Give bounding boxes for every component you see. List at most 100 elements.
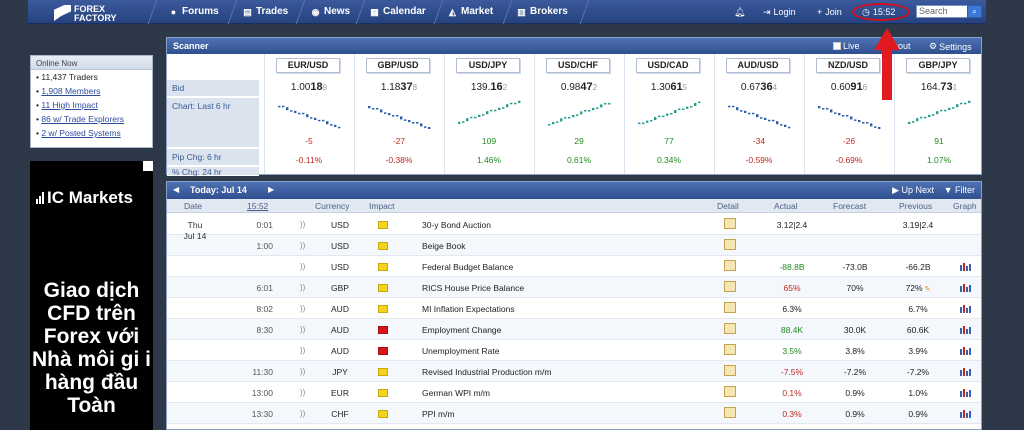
impact-icon[interactable] <box>378 347 388 355</box>
graph-icon[interactable] <box>960 366 972 376</box>
sound-icon[interactable]: )) <box>300 367 306 376</box>
nav-trades[interactable]: ▤ Trades <box>243 6 289 17</box>
pair-name[interactable]: USD/JPY <box>456 58 520 73</box>
search-input[interactable]: Search <box>916 5 982 18</box>
pair-name[interactable]: AUD/USD <box>726 58 790 73</box>
scanner-pair[interactable]: GBP/JPY 164.731 91 1.07% <box>894 54 982 174</box>
nav-news[interactable]: ◉ News <box>311 6 351 17</box>
table-row[interactable]: 13:00)) EUR German WPI m/m 0.1% 0.9% 1.0% <box>167 382 981 403</box>
event-title[interactable]: Revised Industrial Production m/m <box>422 367 552 377</box>
nav-forums[interactable]: ● Forums <box>168 0 219 24</box>
detail-icon[interactable] <box>724 218 736 229</box>
next-day-button[interactable]: ▶ <box>268 185 275 194</box>
detail-icon[interactable] <box>724 323 736 334</box>
graph-icon[interactable] <box>960 345 972 355</box>
sound-icon[interactable]: )) <box>300 220 306 229</box>
online-item[interactable]: • 1,908 Members <box>36 86 101 96</box>
pair-name[interactable]: NZD/USD <box>816 58 880 73</box>
graph-icon[interactable] <box>960 408 972 418</box>
scanner-pair[interactable]: GBP/USD 1.18378 -27 -0.38% <box>354 54 442 174</box>
event-title[interactable]: German WPI m/m <box>422 388 491 398</box>
detail-icon[interactable] <box>724 344 736 355</box>
search-button[interactable]: ⌕ <box>967 5 982 18</box>
event-title[interactable]: 30-y Bond Auction <box>422 220 491 230</box>
login-link[interactable]: ⇥ Login <box>763 0 796 24</box>
col-time[interactable]: 15:52 <box>247 201 269 211</box>
table-row[interactable]: 6:01)) GBP RICS House Price Balance 65% 70% 7… <box>167 277 981 298</box>
checkbox-icon[interactable] <box>833 42 841 50</box>
graph-icon[interactable] <box>960 261 972 271</box>
nav-market[interactable]: ◭ Market <box>447 0 493 24</box>
event-title[interactable]: Employment Change <box>422 325 502 335</box>
table-row[interactable]: 8:30)) AUD Employment Change 88.4K 30.0K 60.6… <box>167 319 981 340</box>
sound-icon[interactable]: )) <box>300 283 306 292</box>
live-toggle[interactable]: Live <box>833 41 860 51</box>
sound-icon[interactable]: )) <box>300 409 306 418</box>
graph-icon[interactable] <box>960 282 972 292</box>
up-next-button[interactable]: ▶ Up Next <box>892 185 934 195</box>
advertisement[interactable]: IC Markets Giao dịch CFD trên Forex với … <box>30 161 153 430</box>
detail-icon[interactable] <box>724 302 736 313</box>
table-row[interactable]: 8:02)) AUD MI Inflation Expectations 6.3% 6.… <box>167 298 981 319</box>
impact-icon[interactable] <box>378 368 388 376</box>
pair-name[interactable]: GBP/USD <box>366 58 430 73</box>
table-row[interactable]: 1:00)) USD Beige Book <box>167 235 981 256</box>
impact-icon[interactable] <box>378 326 388 334</box>
event-title[interactable]: RICS House Price Balance <box>422 283 525 293</box>
detail-icon[interactable] <box>724 386 736 397</box>
scanner-pair[interactable]: USD/JPY 139.162 109 1.46% <box>444 54 532 174</box>
table-row[interactable]: 0:01)) USD 30-y Bond Auction 3.12|2.4 3.19|2… <box>167 214 981 235</box>
impact-icon[interactable] <box>378 263 388 271</box>
settings-link[interactable]: ⚙ Settings <box>929 41 972 52</box>
table-row[interactable]: )) AUD Unemployment Rate 3.5% 3.8% 3.9% <box>167 340 981 361</box>
graph-icon[interactable] <box>960 387 972 397</box>
nav-brokers[interactable]: ▥ Brokers <box>517 6 568 17</box>
scanner-pair[interactable]: AUD/USD 0.67364 -34 -0.59% <box>714 54 802 174</box>
filter-button[interactable]: ▼ Filter <box>943 185 975 195</box>
detail-icon[interactable] <box>724 365 736 376</box>
online-item[interactable]: • 2 w/ Posted Systems <box>36 128 121 138</box>
detail-icon[interactable] <box>724 407 736 418</box>
pair-name[interactable]: USD/CAD <box>636 58 700 73</box>
sound-icon[interactable]: )) <box>300 241 306 250</box>
prev-day-button[interactable]: ◀ <box>173 185 180 194</box>
event-title[interactable]: PPI m/m <box>422 409 455 419</box>
event-title[interactable]: Unemployment Rate <box>422 346 500 356</box>
detail-icon[interactable] <box>724 281 736 292</box>
table-row[interactable]: 11:30)) JPY Revised Industrial Production … <box>167 361 981 382</box>
detail-icon[interactable] <box>724 239 736 250</box>
impact-icon[interactable] <box>378 284 388 292</box>
join-link[interactable]: + Join <box>817 0 842 24</box>
pair-name[interactable]: EUR/USD <box>276 58 340 73</box>
impact-icon[interactable] <box>378 305 388 313</box>
table-row[interactable]: 13:30)) CHF PPI m/m 0.3% 0.9% 0.9% <box>167 403 981 424</box>
event-title[interactable]: Beige Book <box>422 241 466 251</box>
graph-icon[interactable] <box>960 303 972 313</box>
notifications-bell[interactable]: 🔔︎ <box>734 0 745 24</box>
impact-icon[interactable] <box>378 242 388 250</box>
nav-calendar[interactable]: ▦ Calendar <box>370 6 426 17</box>
scanner-pair[interactable]: USD/CAD 1.30615 77 0.34% <box>624 54 712 174</box>
event-title[interactable]: MI Inflation Expectations <box>422 304 515 314</box>
about-link[interactable]: About <box>887 41 911 51</box>
sound-icon[interactable]: )) <box>300 304 306 313</box>
impact-icon[interactable] <box>378 389 388 397</box>
event-title[interactable]: Federal Budget Balance <box>422 262 514 272</box>
sound-icon[interactable]: )) <box>300 325 306 334</box>
pair-name[interactable]: USD/CHF <box>546 58 610 73</box>
scanner-pair[interactable]: USD/CHF 0.98472 29 0.61% <box>534 54 622 174</box>
impact-icon[interactable] <box>378 410 388 418</box>
table-row[interactable]: )) USD Federal Budget Balance -88.8B -73.0B -… <box>167 256 981 277</box>
sound-icon[interactable]: )) <box>300 388 306 397</box>
sound-icon[interactable]: )) <box>300 346 306 355</box>
sound-icon[interactable]: )) <box>300 262 306 271</box>
scanner-pair[interactable]: NZD/USD 0.60916 -26 -0.69% <box>804 54 892 174</box>
impact-icon[interactable] <box>378 221 388 229</box>
online-item[interactable]: • 86 w/ Trade Explorers <box>36 114 125 124</box>
graph-icon[interactable] <box>960 324 972 334</box>
online-item[interactable]: • 11 High Impact <box>36 100 98 110</box>
forex-factory-logo[interactable]: FOREX FACTORY <box>54 4 126 23</box>
detail-icon[interactable] <box>724 260 736 271</box>
scanner-pair[interactable]: EUR/USD 1.00189 -5 -0.11% <box>264 54 352 174</box>
pair-name[interactable]: GBP/JPY <box>906 58 970 73</box>
